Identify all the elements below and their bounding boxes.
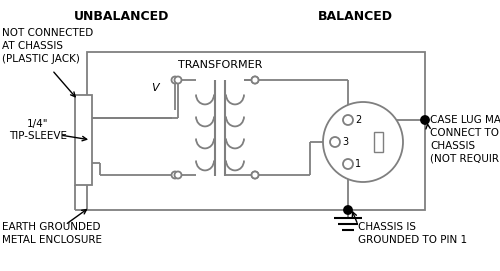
Circle shape — [344, 206, 352, 214]
Circle shape — [343, 159, 353, 169]
Text: NOT CONNECTED
AT CHASSIS
(PLASTIC JACK): NOT CONNECTED AT CHASSIS (PLASTIC JACK) — [2, 28, 93, 64]
Text: UNBALANCED: UNBALANCED — [74, 10, 170, 23]
Circle shape — [421, 116, 429, 124]
Text: TRANSFORMER: TRANSFORMER — [178, 60, 262, 70]
Text: CASE LUG MAY
CONNECT TO
CHASSIS
(NOT REQUIRED): CASE LUG MAY CONNECT TO CHASSIS (NOT REQ… — [430, 115, 500, 163]
Bar — [75, 95, 92, 185]
Text: 2: 2 — [355, 115, 361, 125]
Text: 1: 1 — [355, 159, 361, 169]
Circle shape — [252, 172, 258, 179]
Circle shape — [252, 76, 258, 83]
Circle shape — [174, 172, 182, 179]
Circle shape — [252, 76, 258, 83]
Circle shape — [323, 102, 403, 182]
Circle shape — [174, 76, 182, 83]
Circle shape — [172, 172, 178, 179]
Text: EARTH GROUNDED
METAL ENCLOSURE: EARTH GROUNDED METAL ENCLOSURE — [2, 222, 102, 245]
Text: 1/4"
TIP-SLEEVE: 1/4" TIP-SLEEVE — [9, 119, 67, 141]
Circle shape — [172, 76, 178, 83]
Circle shape — [252, 172, 258, 179]
Text: BALANCED: BALANCED — [318, 10, 392, 23]
Text: CHASSIS IS
GROUNDED TO PIN 1: CHASSIS IS GROUNDED TO PIN 1 — [358, 222, 467, 245]
Bar — [87, 52, 425, 210]
Bar — [374, 132, 383, 152]
Text: 3: 3 — [342, 137, 348, 147]
Text: V: V — [151, 83, 159, 93]
Circle shape — [330, 137, 340, 147]
Circle shape — [343, 115, 353, 125]
